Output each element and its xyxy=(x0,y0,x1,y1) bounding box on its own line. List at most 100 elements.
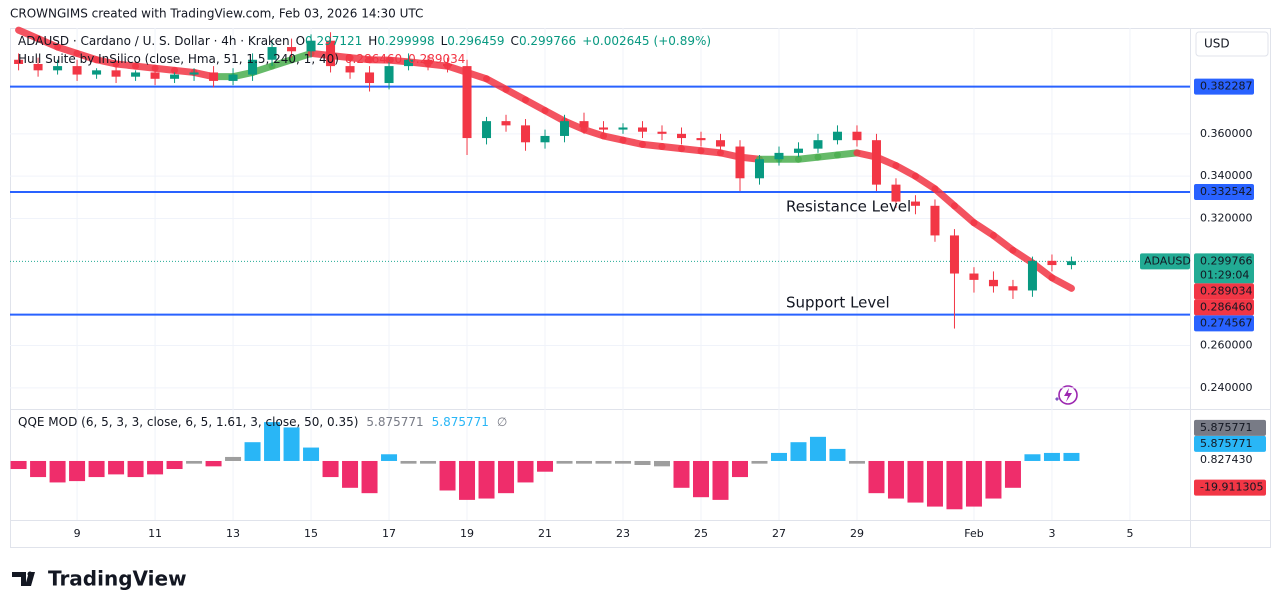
hull-segment xyxy=(911,172,939,193)
qqe-bar xyxy=(69,460,86,482)
qqe-bar xyxy=(30,460,47,478)
legend-item: QQE MOD (6, 5, 3, 3, close, 6, 5, 1.61, … xyxy=(18,415,358,429)
x-tick-label: 21 xyxy=(538,527,552,540)
qqe-bar xyxy=(556,460,573,464)
qqe-bar xyxy=(49,460,66,483)
brand-name: TradingView xyxy=(48,567,187,591)
qqe-bar xyxy=(595,460,612,464)
x-tick-label: 13 xyxy=(226,527,240,540)
symbol-tag-label: ADAUSD xyxy=(1144,254,1191,267)
candle-body xyxy=(287,47,297,52)
chart-title: CROWNGIMS created with TradingView.com, … xyxy=(10,7,423,21)
qqe-bar xyxy=(439,460,456,491)
qqe-bar xyxy=(634,460,651,465)
legend-item: 0.289034 xyxy=(408,52,465,66)
replay-icon[interactable] xyxy=(1055,385,1078,405)
qqe-bar xyxy=(498,460,515,494)
legend-item: ADAUSD · Cardano / U. S. Dollar · 4h · K… xyxy=(18,34,290,48)
hull-segment xyxy=(34,35,62,51)
qqe-bar xyxy=(809,436,826,461)
qqe-bar xyxy=(127,460,144,478)
candle-body xyxy=(813,140,823,149)
qqe-label-box xyxy=(1194,451,1266,468)
candle-body xyxy=(910,201,920,206)
x-tick-label: 19 xyxy=(460,527,474,540)
qqe-bar xyxy=(381,454,398,461)
candle-body xyxy=(228,74,238,81)
qqe-bar xyxy=(615,460,632,464)
candle-body xyxy=(170,74,180,79)
legend-item: 0.299998 xyxy=(377,34,434,48)
legend-item: Hull Suite by InSilico (close, Hma, 51, … xyxy=(18,52,339,66)
qqe-bar xyxy=(361,460,378,494)
legend-item: L xyxy=(441,34,448,48)
qqe-bar xyxy=(1063,452,1080,461)
candle-body xyxy=(209,72,219,81)
x-tick-label: 11 xyxy=(148,527,162,540)
qqe-bar xyxy=(147,460,164,475)
candle-body xyxy=(1008,286,1018,291)
candle-body xyxy=(443,63,453,67)
qqe-bar xyxy=(88,460,105,478)
candle-body xyxy=(131,72,141,77)
legend-item: 5.875771 xyxy=(366,415,423,429)
y-tick-label: 0.240000 xyxy=(1200,381,1253,394)
candle-body xyxy=(365,72,375,84)
candle-body xyxy=(677,133,687,139)
x-tick-label: 27 xyxy=(772,527,786,540)
candle-body xyxy=(189,72,199,75)
legend-item: C xyxy=(511,34,519,48)
candle-body xyxy=(774,152,784,160)
qqe-label-box xyxy=(1194,479,1266,496)
legend-item: O xyxy=(296,34,305,48)
qqe-bar xyxy=(1024,454,1041,461)
qqe-bar xyxy=(166,460,183,470)
qqe-bar xyxy=(770,452,787,461)
qqe-bar xyxy=(654,460,671,467)
qqe-bar xyxy=(712,460,729,500)
legend-item: H xyxy=(368,34,377,48)
candle-body xyxy=(72,66,82,75)
qqe-bar xyxy=(731,460,748,478)
x-tick-label: 29 xyxy=(850,527,864,540)
qqe-bar xyxy=(985,460,1002,499)
x-tick-label: 5 xyxy=(1126,527,1133,540)
qqe-bar xyxy=(887,460,904,499)
annotation: Support Level xyxy=(786,294,890,312)
qqe-bar xyxy=(400,460,417,464)
candle-body xyxy=(735,146,745,179)
hull-segment xyxy=(950,202,978,227)
candle-body xyxy=(384,66,394,84)
candle-body xyxy=(891,184,901,202)
qqe-label: 0.827430 xyxy=(1200,453,1253,466)
qqe-bar xyxy=(790,442,807,461)
currency-button[interactable] xyxy=(1195,31,1269,57)
hull-segment xyxy=(541,107,569,125)
qqe-bar xyxy=(692,460,709,498)
candle-body xyxy=(423,59,433,64)
legend-item: 0.297121 xyxy=(305,34,362,48)
qqe-bar xyxy=(576,460,593,464)
x-tick-label: 25 xyxy=(694,527,708,540)
price-label: 0.299766 xyxy=(1200,254,1253,267)
y-tick-label: 0.320000 xyxy=(1200,212,1253,225)
legend: QQE MOD (6, 5, 3, 3, close, 6, 5, 1.61, … xyxy=(18,415,507,429)
qqe-bar xyxy=(205,460,222,467)
hull-segment xyxy=(483,75,510,93)
qqe-bar xyxy=(926,460,943,507)
candle-body xyxy=(657,131,667,134)
candle-body xyxy=(852,131,862,141)
legend-item: 5.875771 xyxy=(432,415,489,429)
price-label: 0.286460 xyxy=(1200,300,1253,313)
candle-body xyxy=(871,140,881,185)
candle-body xyxy=(832,131,842,141)
x-tick-label: 3 xyxy=(1048,527,1055,540)
candle-body xyxy=(599,127,609,130)
candle-body xyxy=(33,63,43,71)
legend-item: +0.002645 xyxy=(582,34,649,48)
qqe-bar xyxy=(420,460,437,464)
qqe-bar xyxy=(751,460,768,464)
qqe-bar xyxy=(186,460,203,464)
x-tick-label: 15 xyxy=(304,527,318,540)
